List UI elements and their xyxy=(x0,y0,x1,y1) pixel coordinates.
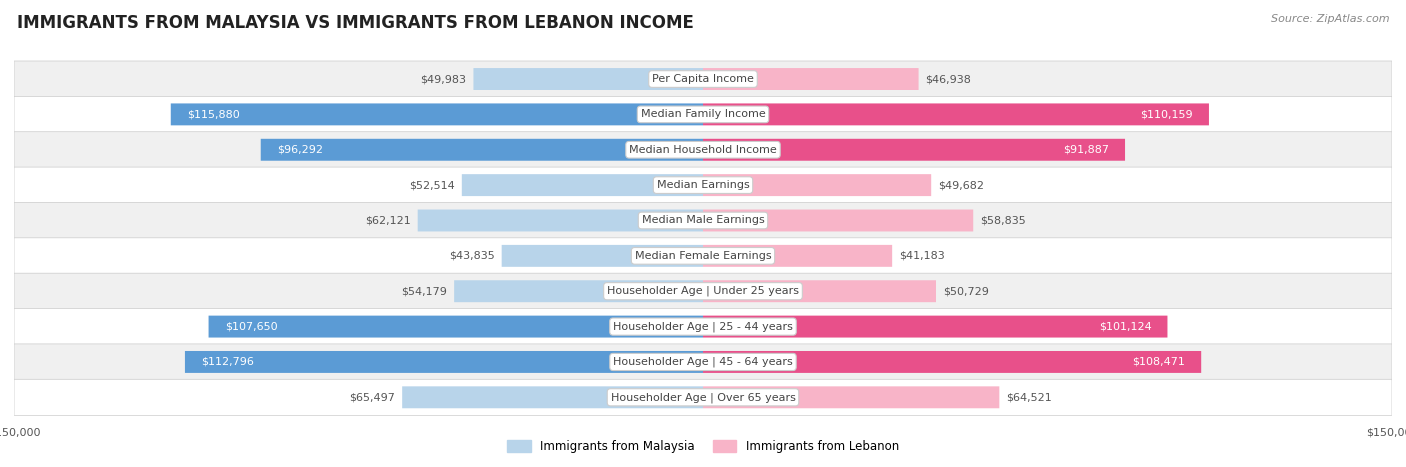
FancyBboxPatch shape xyxy=(703,174,931,196)
FancyBboxPatch shape xyxy=(703,245,893,267)
FancyBboxPatch shape xyxy=(14,379,1392,415)
FancyBboxPatch shape xyxy=(208,316,703,338)
Text: Householder Age | 45 - 64 years: Householder Age | 45 - 64 years xyxy=(613,357,793,367)
Text: $107,650: $107,650 xyxy=(225,322,277,332)
FancyBboxPatch shape xyxy=(402,386,703,408)
Text: $101,124: $101,124 xyxy=(1098,322,1152,332)
FancyBboxPatch shape xyxy=(502,245,703,267)
FancyBboxPatch shape xyxy=(14,238,1392,274)
Text: Householder Age | Under 25 years: Householder Age | Under 25 years xyxy=(607,286,799,297)
Text: $115,880: $115,880 xyxy=(187,109,239,120)
Text: $41,183: $41,183 xyxy=(898,251,945,261)
FancyBboxPatch shape xyxy=(14,273,1392,309)
FancyBboxPatch shape xyxy=(260,139,703,161)
Text: Median Female Earnings: Median Female Earnings xyxy=(634,251,772,261)
Text: $52,514: $52,514 xyxy=(409,180,456,190)
Text: $96,292: $96,292 xyxy=(277,145,323,155)
Text: $62,121: $62,121 xyxy=(366,215,411,226)
FancyBboxPatch shape xyxy=(703,210,973,232)
FancyBboxPatch shape xyxy=(461,174,703,196)
Text: $91,887: $91,887 xyxy=(1063,145,1109,155)
Text: $49,682: $49,682 xyxy=(938,180,984,190)
Text: $49,983: $49,983 xyxy=(420,74,467,84)
Text: $65,497: $65,497 xyxy=(350,392,395,402)
FancyBboxPatch shape xyxy=(14,309,1392,345)
Text: $108,471: $108,471 xyxy=(1132,357,1185,367)
Text: Householder Age | 25 - 44 years: Householder Age | 25 - 44 years xyxy=(613,321,793,332)
FancyBboxPatch shape xyxy=(454,280,703,302)
Text: Median Earnings: Median Earnings xyxy=(657,180,749,190)
FancyBboxPatch shape xyxy=(703,351,1201,373)
FancyBboxPatch shape xyxy=(474,68,703,90)
Text: $64,521: $64,521 xyxy=(1007,392,1052,402)
Text: Median Household Income: Median Household Income xyxy=(628,145,778,155)
FancyBboxPatch shape xyxy=(170,103,703,125)
FancyBboxPatch shape xyxy=(14,167,1392,203)
Text: $58,835: $58,835 xyxy=(980,215,1026,226)
FancyBboxPatch shape xyxy=(14,203,1392,239)
FancyBboxPatch shape xyxy=(186,351,703,373)
Text: $46,938: $46,938 xyxy=(925,74,972,84)
Text: Source: ZipAtlas.com: Source: ZipAtlas.com xyxy=(1271,14,1389,24)
Text: $50,729: $50,729 xyxy=(943,286,988,296)
FancyBboxPatch shape xyxy=(703,316,1167,338)
Text: Median Male Earnings: Median Male Earnings xyxy=(641,215,765,226)
FancyBboxPatch shape xyxy=(14,132,1392,168)
Text: $43,835: $43,835 xyxy=(449,251,495,261)
FancyBboxPatch shape xyxy=(14,344,1392,380)
Text: IMMIGRANTS FROM MALAYSIA VS IMMIGRANTS FROM LEBANON INCOME: IMMIGRANTS FROM MALAYSIA VS IMMIGRANTS F… xyxy=(17,14,693,32)
FancyBboxPatch shape xyxy=(703,139,1125,161)
FancyBboxPatch shape xyxy=(703,103,1209,125)
Text: Median Family Income: Median Family Income xyxy=(641,109,765,120)
Text: Per Capita Income: Per Capita Income xyxy=(652,74,754,84)
FancyBboxPatch shape xyxy=(14,61,1392,97)
FancyBboxPatch shape xyxy=(703,280,936,302)
FancyBboxPatch shape xyxy=(703,68,918,90)
Legend: Immigrants from Malaysia, Immigrants from Lebanon: Immigrants from Malaysia, Immigrants fro… xyxy=(502,436,904,458)
Text: $112,796: $112,796 xyxy=(201,357,254,367)
Text: $110,159: $110,159 xyxy=(1140,109,1192,120)
FancyBboxPatch shape xyxy=(14,96,1392,133)
FancyBboxPatch shape xyxy=(418,210,703,232)
Text: $54,179: $54,179 xyxy=(401,286,447,296)
Text: Householder Age | Over 65 years: Householder Age | Over 65 years xyxy=(610,392,796,403)
FancyBboxPatch shape xyxy=(703,386,1000,408)
